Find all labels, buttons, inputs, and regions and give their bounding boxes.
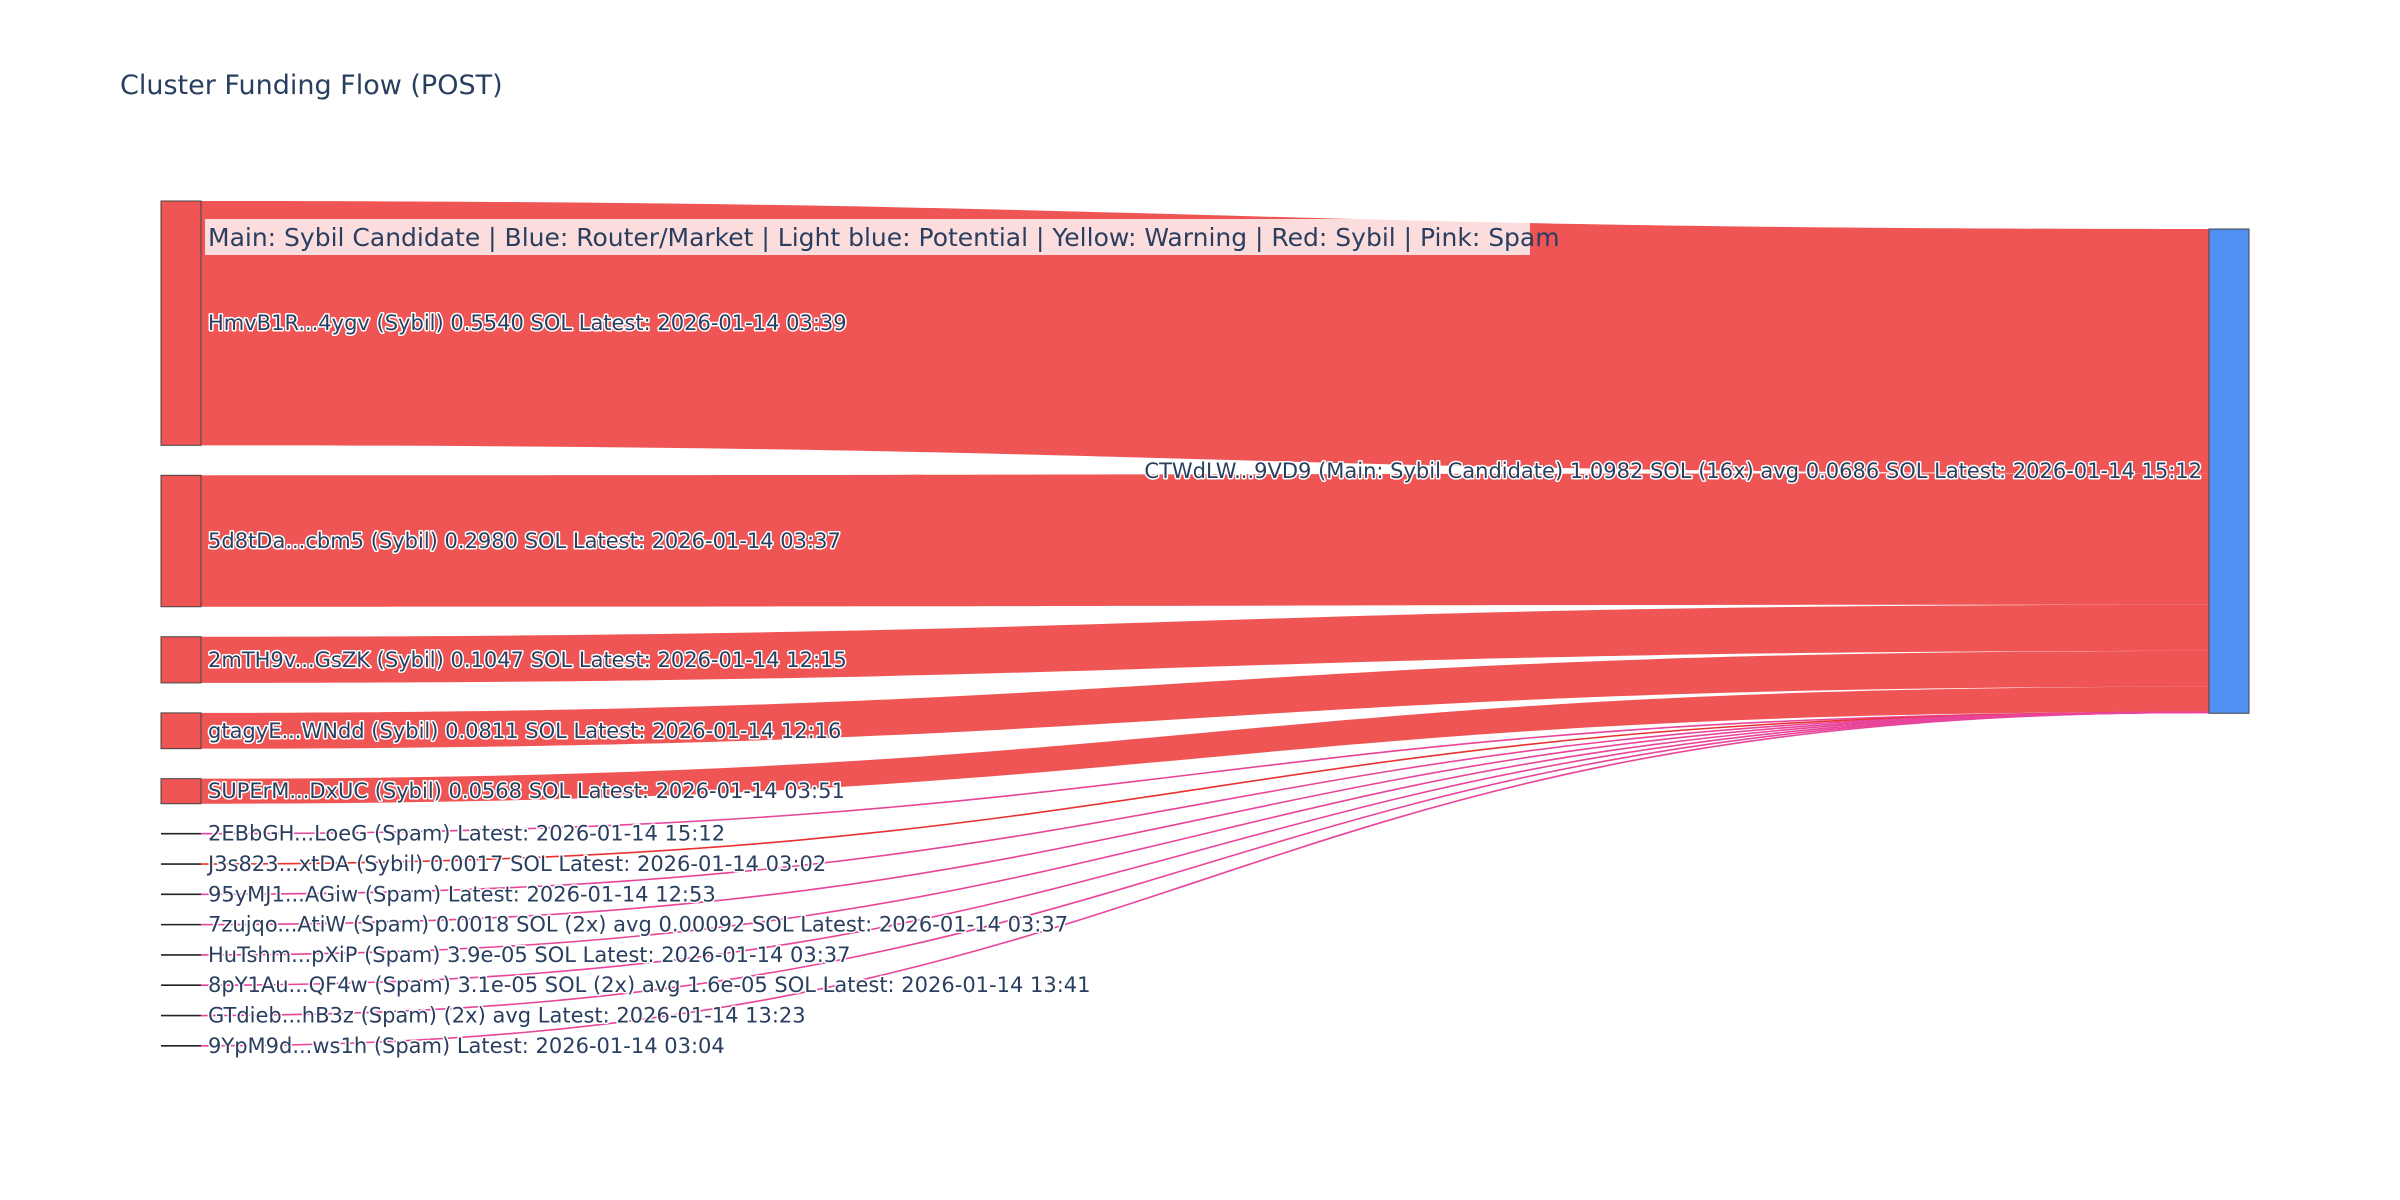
source-node-label: 2mTH9v...GsZK (Sybil) 0.1047 SOL Latest:… (208, 648, 847, 672)
source-node-label: 7zujqo...AtiW (Spam) 0.0018 SOL (2x) avg… (208, 913, 1068, 937)
flow-link (201, 604, 2209, 683)
source-node[interactable] (160, 474, 202, 608)
node-labels: HmvB1R...4ygv (Sybil) 0.5540 SOL Latest:… (205, 310, 2204, 1060)
source-node-label: 8pY1Au...QF4w (Spam) 3.1e-05 SOL (2x) av… (208, 973, 1091, 997)
flow-link (201, 201, 2209, 474)
flow-link-thin (200, 711, 2210, 865)
target-node-label: CTWdLW...9VD9 (Main: Sybil Candidate) 1.… (1144, 459, 2202, 483)
flow-link-thin (200, 711, 2210, 835)
flow-link-thin (200, 711, 2210, 1017)
source-node[interactable] (160, 200, 202, 446)
source-node-label: 95yMJ1...AGiw (Spam) Latest: 2026-01-14 … (208, 882, 716, 906)
flow-link-thin (200, 711, 2210, 896)
diagram-title: Cluster Funding Flow (POST) (120, 70, 503, 101)
source-node[interactable] (160, 636, 202, 684)
source-node-label: 2EBbGH...LoeG (Spam) Latest: 2026-01-14 … (208, 822, 725, 846)
source-node-label: 5d8tDa...cbm5 (Sybil) 0.2980 SOL Latest:… (208, 529, 841, 553)
flow-link-thin (200, 711, 2210, 926)
source-node[interactable] (160, 712, 202, 750)
source-node-label: HmvB1R...4ygv (Sybil) 0.5540 SOL Latest:… (208, 311, 847, 335)
target-node[interactable] (2208, 228, 2250, 714)
legend: Main: Sybil Candidate | Blue: Router/Mar… (205, 219, 1560, 255)
legend-text: Main: Sybil Candidate | Blue: Router/Mar… (208, 223, 1560, 252)
flow-link-thin (200, 711, 2210, 1047)
source-node[interactable] (160, 778, 202, 805)
source-node-label: SUPErM...DxUC (Sybil) 0.0568 SOL Latest:… (208, 779, 845, 803)
flow-link (201, 473, 2209, 607)
source-node-label: J3s823...xtDA (Sybil) 0.0017 SOL Latest:… (206, 852, 826, 876)
source-node-label: 9YpM9d...ws1h (Spam) Latest: 2026-01-14 … (208, 1034, 725, 1058)
flow-nodes (160, 200, 2250, 1047)
source-node-label: HuTshm...pXiP (Spam) 3.9e-05 SOL Latest:… (208, 943, 851, 967)
source-node-label: GTdieb...hB3z (Spam) (2x) avg Latest: 20… (208, 1004, 806, 1028)
source-node-label: gtagyE...WNdd (Sybil) 0.0811 SOL Latest:… (208, 719, 841, 743)
flow-link (201, 650, 2209, 749)
flow-link-thin (200, 711, 2210, 987)
legend-background (205, 219, 1530, 255)
flow-links (200, 201, 2210, 1047)
flow-link (201, 686, 2209, 804)
flow-link-thin (200, 711, 2210, 956)
